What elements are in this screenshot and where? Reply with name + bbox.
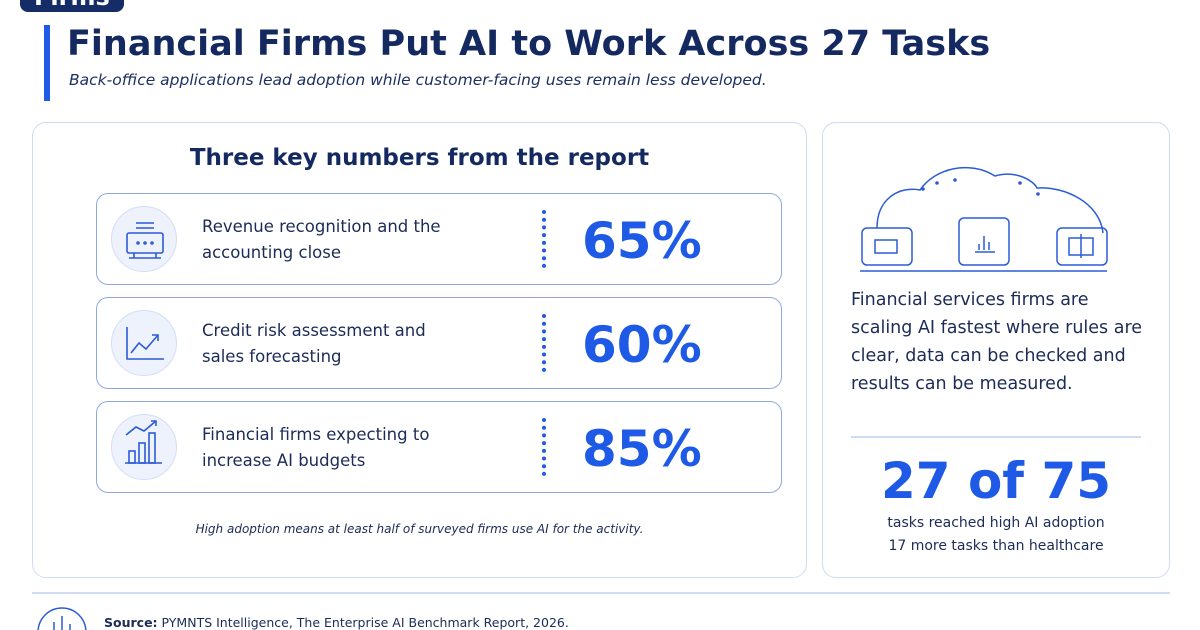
divider	[851, 436, 1141, 438]
note: High adoption means at least half of sur…	[195, 522, 644, 536]
icon	[111, 414, 177, 480]
right-panel	[822, 122, 1170, 578]
stat-value: 65%	[582, 212, 702, 270]
icon	[111, 310, 177, 376]
accent-bar	[44, 25, 50, 101]
side-line: tasks reached high AI adoption	[887, 515, 1105, 531]
side-text: Financial services firms are scaling AI …	[851, 290, 1143, 394]
icon-svg	[126, 327, 164, 360]
stat-value: 60%	[582, 316, 702, 374]
stat-row: Credit risk assessment and sales forecas…	[96, 297, 782, 389]
icon	[111, 206, 177, 272]
side-line: 17 more tasks than healthcare	[888, 538, 1104, 554]
stat-label: Credit risk assessment and sales forecas…	[202, 321, 426, 366]
panel-title: Three key numbers from the report	[189, 145, 650, 171]
subtitle: Back-office applications lead adoption w…	[69, 71, 767, 89]
side-stat: 27 of 75	[880, 452, 1112, 510]
stat-label: Financial firms expecting to increase AI…	[202, 425, 430, 470]
stat-value: 85%	[582, 420, 702, 478]
cloud-illustration	[860, 166, 1108, 272]
divider	[542, 210, 546, 268]
footer-rule	[32, 592, 1170, 594]
source-label: Source:	[104, 615, 158, 630]
stat-row: Financial firms expecting to increase AI…	[96, 401, 782, 493]
divider	[542, 314, 546, 372]
icon-svg	[126, 222, 164, 259]
badge: Firms	[20, 0, 124, 12]
stat-row: Revenue recognition and the accounting c…	[96, 193, 782, 285]
source-text: PYMNTS Intelligence, The Enterprise AI B…	[161, 615, 569, 630]
footer-icon	[37, 607, 87, 630]
source: Source: PYMNTS Intelligence, The Enterpr…	[104, 615, 569, 630]
left-panel	[32, 122, 807, 578]
stat-label: Revenue recognition and the accounting c…	[202, 217, 441, 262]
icon-svg	[125, 420, 162, 464]
divider	[542, 418, 546, 476]
title: Financial Firms Put AI to Work Across 27…	[67, 24, 991, 64]
